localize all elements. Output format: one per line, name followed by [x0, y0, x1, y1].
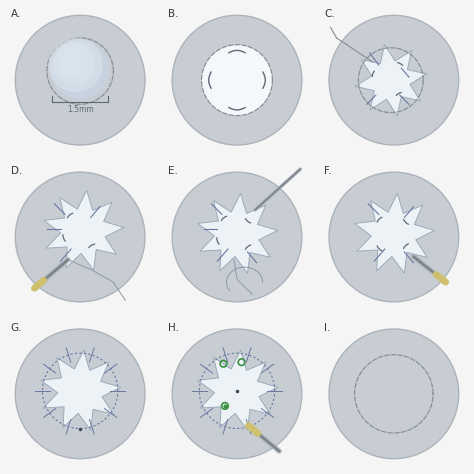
Polygon shape [198, 350, 278, 430]
Circle shape [201, 45, 273, 116]
Circle shape [51, 40, 109, 99]
Polygon shape [198, 193, 278, 273]
Circle shape [329, 172, 459, 302]
Text: C.: C. [325, 9, 335, 19]
Circle shape [172, 172, 302, 302]
Circle shape [57, 47, 88, 77]
Polygon shape [41, 350, 121, 430]
Text: E.: E. [168, 166, 177, 176]
Circle shape [48, 38, 103, 92]
Circle shape [15, 329, 145, 459]
Circle shape [15, 15, 145, 145]
Text: F.: F. [325, 166, 332, 176]
Text: H.: H. [168, 323, 179, 333]
Text: 1.5mm: 1.5mm [67, 105, 93, 114]
Circle shape [66, 56, 76, 65]
Text: A.: A. [11, 9, 21, 19]
Text: D.: D. [11, 166, 22, 176]
Circle shape [62, 52, 80, 70]
Circle shape [329, 15, 459, 145]
Circle shape [172, 15, 302, 145]
Circle shape [172, 329, 302, 459]
Text: I.: I. [325, 323, 331, 333]
Text: B.: B. [168, 9, 178, 19]
Text: G.: G. [11, 323, 22, 333]
Polygon shape [44, 191, 124, 270]
Circle shape [329, 329, 459, 459]
Circle shape [53, 43, 95, 85]
Polygon shape [355, 193, 434, 273]
Circle shape [15, 172, 145, 302]
Polygon shape [355, 45, 427, 116]
